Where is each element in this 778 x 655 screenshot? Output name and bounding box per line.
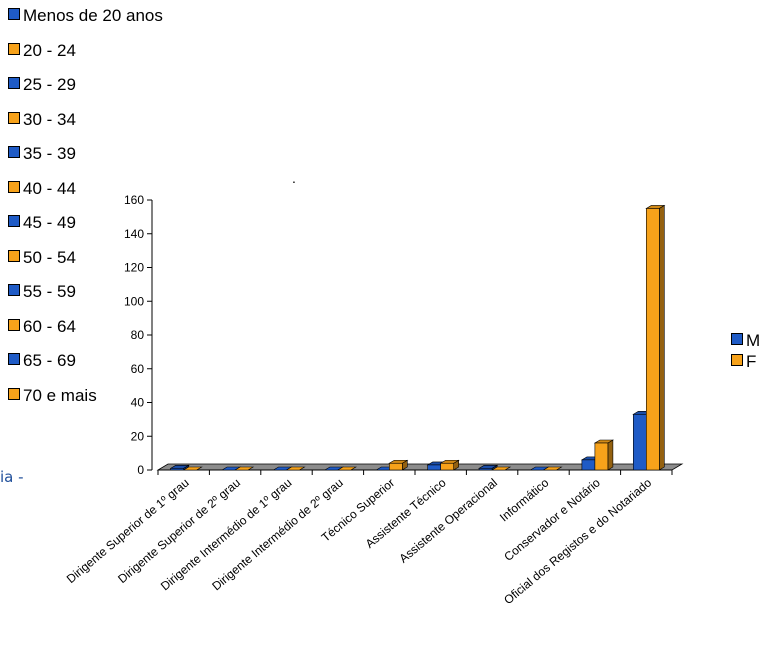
legend-swatch: [8, 284, 20, 296]
legend-label-f: F: [746, 352, 757, 371]
bar-f: [491, 466, 512, 471]
bar-f: [388, 462, 403, 471]
bar-f: [285, 466, 306, 471]
legend-swatch: [8, 353, 20, 365]
legend-label: 55 - 59: [23, 282, 76, 301]
y-tick-label: 160: [124, 193, 144, 207]
legend-swatch: [8, 77, 20, 89]
legend-label: 45 - 49: [23, 213, 76, 232]
legend-label-m: M: [746, 331, 761, 350]
y-tick-label: 40: [131, 396, 145, 410]
legend-item-m: M: [731, 330, 760, 351]
bar-f: [234, 466, 255, 471]
bar-side-f: [658, 204, 665, 471]
bar-m: [478, 468, 493, 471]
y-tick-label: 60: [131, 362, 145, 376]
truncated-caption-text: ia -: [0, 468, 24, 486]
legend-item-age-1: Menos de 20 anos: [8, 6, 163, 26]
legend-swatch: [8, 42, 20, 55]
stray-dot: .: [292, 170, 296, 186]
legend-item-f: F: [731, 351, 760, 372]
legend-swatch: [8, 146, 20, 158]
legend-swatch: [8, 249, 20, 262]
legend-swatch: [8, 8, 20, 20]
y-tick-label: 0: [137, 463, 144, 477]
x-category-label: Conservador e Notário: [501, 475, 603, 564]
legend-label: 65 - 69: [23, 351, 76, 370]
y-tick-label: 120: [124, 261, 144, 275]
bar-f: [440, 462, 455, 471]
legend-swatch: [8, 215, 20, 227]
legend-label: 25 - 29: [23, 75, 76, 94]
legend-item-age-4: 30 - 34: [8, 110, 76, 130]
legend-label: 70 e mais: [23, 385, 97, 405]
legend-swatch: [8, 387, 20, 400]
y-tick-label: 100: [124, 294, 144, 308]
legend-item-age-5: 35 - 39: [8, 144, 76, 164]
y-tick-label: 80: [131, 328, 145, 342]
legend-item-age-2: 20 - 24: [8, 41, 76, 61]
x-category-label: Assistente Operacional: [396, 476, 500, 566]
legend-label: 30 - 34: [23, 109, 76, 129]
legend-item-age-8: 50 - 54: [8, 248, 76, 268]
bar-f: [542, 466, 563, 471]
bar-m: [427, 464, 442, 471]
legend-item-age-12: 70 e mais: [8, 386, 97, 406]
legend-item-age-3: 25 - 29: [8, 75, 76, 95]
legend-label: 20 - 24: [23, 40, 76, 60]
legend-item-age-11: 65 - 69: [8, 351, 76, 371]
y-tick-label: 20: [131, 429, 145, 443]
legend-swatch: [8, 180, 20, 193]
legend-item-age-7: 45 - 49: [8, 213, 76, 233]
bar-f: [645, 208, 660, 471]
legend-label: 60 - 64: [23, 316, 76, 336]
legend-swatch-f: [731, 354, 743, 366]
legend-item-age-10: 60 - 64: [8, 317, 76, 337]
bar-f: [182, 466, 203, 471]
legend-label: 40 - 44: [23, 178, 76, 198]
legend-item-age-6: 40 - 44: [8, 179, 76, 199]
legend-label: 50 - 54: [23, 247, 76, 267]
legend-item-age-9: 55 - 59: [8, 282, 76, 302]
bar-side-f: [607, 439, 614, 471]
legend-swatch-m: [731, 333, 743, 345]
legend-label: 35 - 39: [23, 144, 76, 163]
y-tick-label: 140: [124, 227, 144, 241]
bar-f: [336, 466, 357, 471]
bar-m: [632, 414, 647, 471]
legend-swatch: [8, 318, 20, 331]
bar-m: [581, 459, 596, 471]
bar-m: [170, 468, 184, 471]
legend-swatch: [8, 111, 20, 124]
legend-label: Menos de 20 anos: [23, 6, 163, 25]
sex-legend: M F: [731, 330, 760, 372]
bar-f: [594, 442, 609, 471]
